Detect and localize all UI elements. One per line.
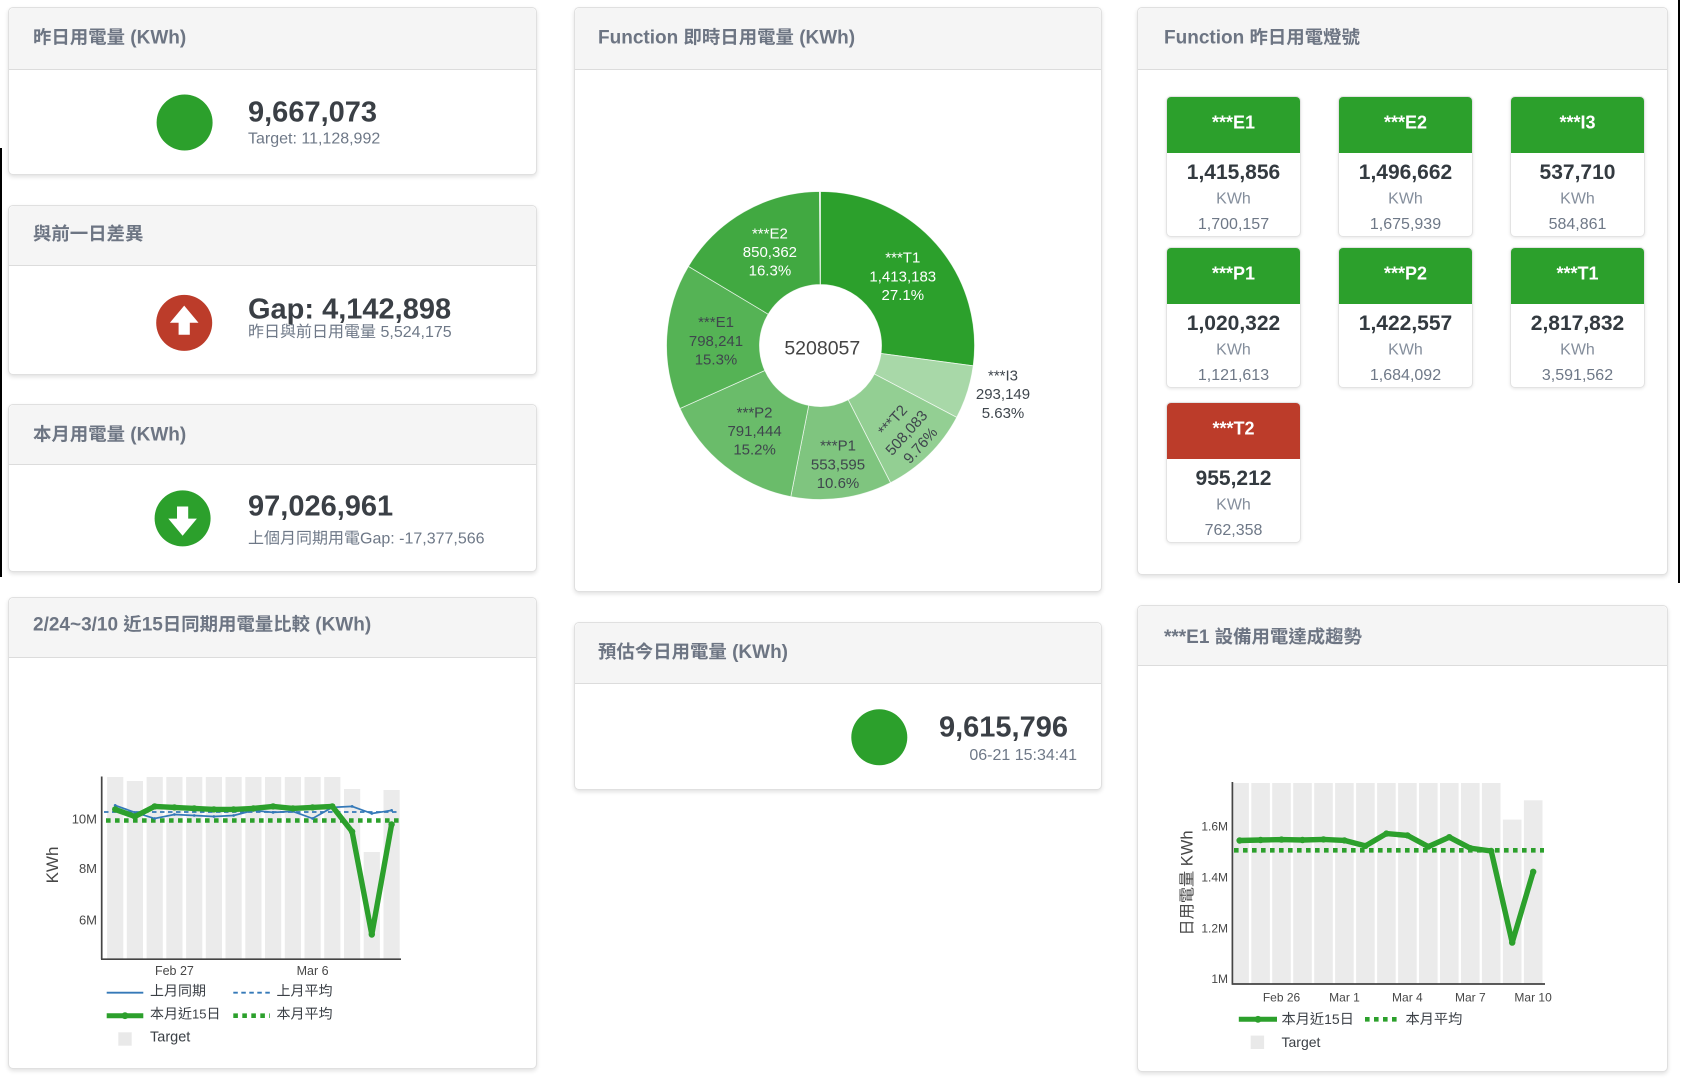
svg-text:KWh: KWh [1560, 191, 1595, 208]
svg-text:16.3%: 16.3% [749, 263, 792, 280]
svg-text:(KWh): (KWh) [130, 28, 186, 49]
svg-text:(KWh): (KWh) [799, 28, 855, 49]
svg-text:(KWh): (KWh) [732, 642, 788, 663]
svg-text:1.4M: 1.4M [1201, 870, 1228, 884]
svg-text:1,496,662: 1,496,662 [1359, 161, 1452, 184]
svg-text:2/24~3/10: 2/24~3/10 [33, 615, 118, 636]
svg-text:***T2: ***T2 [1212, 418, 1254, 438]
svg-text:1,413,183: 1,413,183 [869, 268, 936, 285]
svg-text:955,212: 955,212 [1196, 467, 1272, 490]
svg-text:Mar 6: Mar 6 [297, 964, 329, 978]
svg-text:762,358: 762,358 [1205, 522, 1263, 539]
svg-text:KWh: KWh [1560, 342, 1595, 359]
svg-text:Function: Function [598, 28, 678, 49]
svg-text:3,591,562: 3,591,562 [1542, 367, 1613, 384]
svg-text:1,675,939: 1,675,939 [1370, 216, 1441, 233]
svg-text:Target: Target [150, 1030, 190, 1046]
svg-text:1,020,322: 1,020,322 [1187, 312, 1280, 335]
svg-text:***E2: ***E2 [752, 225, 788, 242]
svg-text:(KWh): (KWh) [315, 615, 371, 636]
svg-text:KWh: KWh [1388, 342, 1423, 359]
svg-text:Function: Function [1164, 28, 1244, 49]
svg-text:KWh: KWh [1388, 191, 1423, 208]
svg-text:***P1: ***P1 [1212, 263, 1255, 283]
svg-text:***P2: ***P2 [737, 404, 773, 421]
svg-text:Target: 11,128,992: Target: 11,128,992 [248, 131, 380, 148]
svg-text:KWh: KWh [1216, 191, 1251, 208]
svg-text:850,362: 850,362 [743, 244, 797, 261]
svg-text:27.1%: 27.1% [882, 287, 925, 304]
svg-text:Mar 4: Mar 4 [1392, 991, 1423, 1005]
svg-text:537,710: 537,710 [1540, 161, 1616, 184]
svg-text:6M: 6M [79, 912, 97, 927]
svg-text:1,700,157: 1,700,157 [1198, 216, 1269, 233]
svg-text:10.6%: 10.6% [817, 475, 860, 492]
svg-text:KWh: KWh [1179, 830, 1197, 866]
svg-text:KWh: KWh [1216, 342, 1251, 359]
svg-text:15: 15 [192, 1007, 206, 1022]
svg-text:***E2: ***E2 [1384, 112, 1427, 132]
svg-text:10M: 10M [72, 812, 97, 827]
svg-text:1,415,856: 1,415,856 [1187, 161, 1280, 184]
svg-text:1.6M: 1.6M [1201, 820, 1228, 834]
svg-text:Target: Target [1282, 1034, 1321, 1050]
svg-text:9,615,796: 9,615,796 [939, 712, 1068, 744]
svg-text:293,149: 293,149 [976, 386, 1030, 403]
svg-text:KWh: KWh [1216, 497, 1251, 514]
svg-text:***E1: ***E1 [1164, 627, 1210, 648]
svg-text:1.2M: 1.2M [1201, 921, 1228, 935]
svg-text:Gap: 4,142,898: Gap: 4,142,898 [248, 294, 451, 326]
svg-text:***T1: ***T1 [1556, 263, 1598, 283]
svg-text:5,524,175: 5,524,175 [381, 324, 452, 341]
svg-text:***I3: ***I3 [1559, 112, 1595, 132]
svg-text:1M: 1M [1211, 972, 1228, 986]
svg-text:Mar 7: Mar 7 [1455, 991, 1486, 1005]
svg-text:5.63%: 5.63% [982, 405, 1025, 422]
svg-text:***T1: ***T1 [885, 250, 920, 267]
svg-text:798,241: 798,241 [689, 333, 743, 350]
svg-text:***P1: ***P1 [820, 438, 856, 455]
svg-text:553,595: 553,595 [811, 456, 865, 473]
svg-text:06-21 15:34:41: 06-21 15:34:41 [969, 747, 1077, 764]
svg-text:Mar 1: Mar 1 [1329, 991, 1360, 1005]
svg-text:1,121,613: 1,121,613 [1198, 367, 1269, 384]
svg-text:Feb 26: Feb 26 [1263, 991, 1301, 1005]
svg-text:791,444: 791,444 [727, 423, 781, 440]
svg-text:5208057: 5208057 [784, 338, 860, 360]
svg-text:Gap: -17,377,566: Gap: -17,377,566 [360, 531, 485, 548]
svg-text:15.3%: 15.3% [695, 352, 738, 369]
svg-text:15.2%: 15.2% [733, 442, 776, 459]
svg-text:***E1: ***E1 [698, 314, 734, 331]
svg-text:Mar 10: Mar 10 [1514, 991, 1552, 1005]
svg-text:9,667,073: 9,667,073 [248, 97, 377, 129]
svg-text:2,817,832: 2,817,832 [1531, 312, 1624, 335]
svg-text:1,684,092: 1,684,092 [1370, 367, 1441, 384]
svg-text:8M: 8M [79, 861, 97, 876]
svg-text:1,422,557: 1,422,557 [1359, 312, 1452, 335]
svg-text:***E1: ***E1 [1212, 112, 1255, 132]
svg-text:Feb 27: Feb 27 [155, 964, 194, 978]
svg-text:(KWh): (KWh) [130, 425, 186, 446]
svg-text:***P2: ***P2 [1384, 263, 1427, 283]
svg-text:***I3: ***I3 [988, 367, 1018, 384]
svg-text:15: 15 [142, 615, 164, 636]
svg-text:KWh: KWh [43, 847, 62, 884]
svg-text:97,026,961: 97,026,961 [248, 491, 393, 523]
svg-text:15: 15 [1324, 1011, 1340, 1027]
svg-text:584,861: 584,861 [1549, 216, 1607, 233]
